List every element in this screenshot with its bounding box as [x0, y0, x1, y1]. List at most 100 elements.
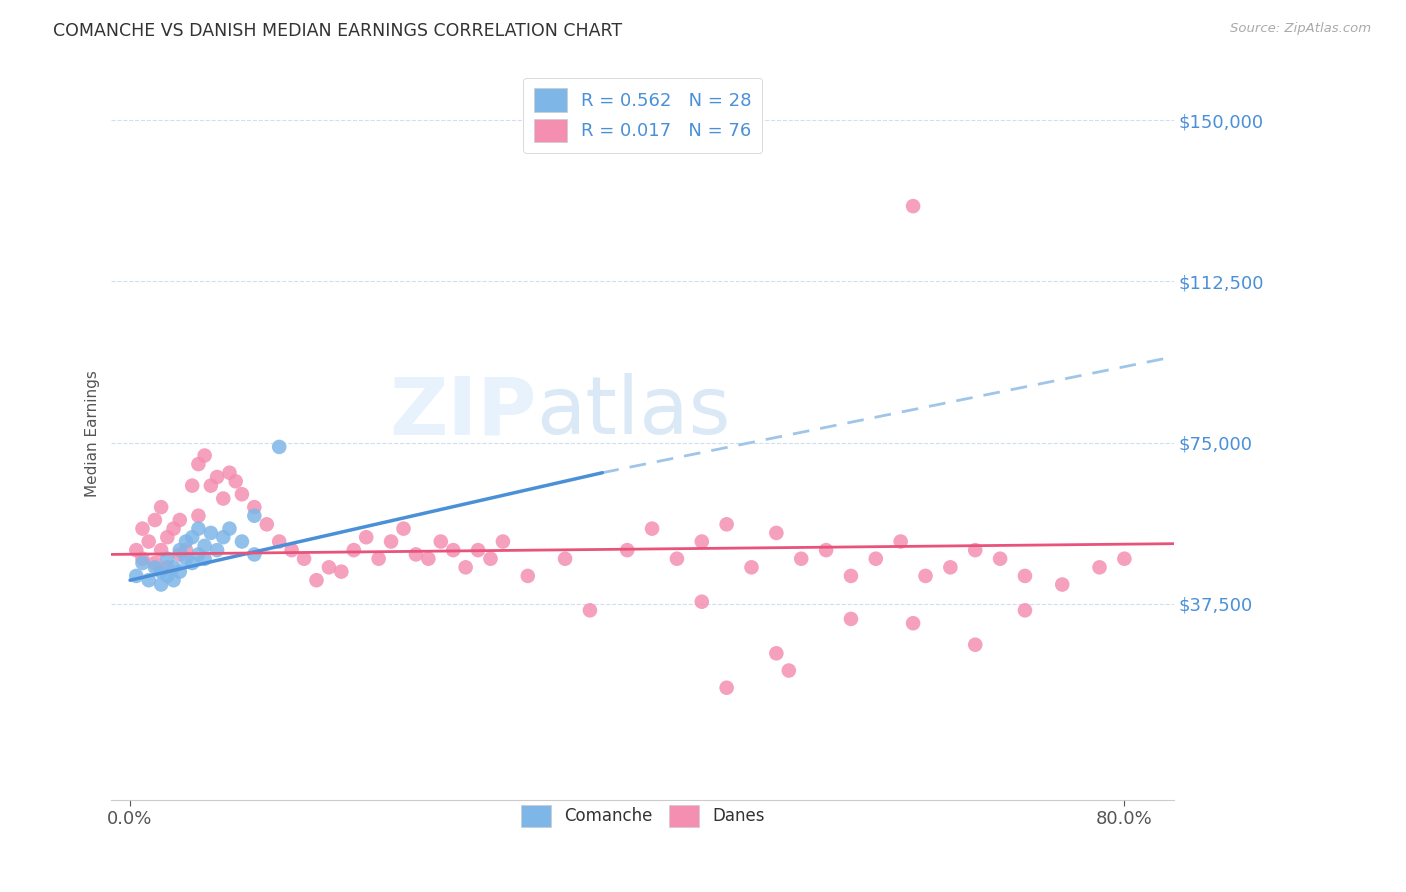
Point: [138, 573, 160, 587]
Point: [194, 449, 217, 463]
Legend: Comanche, Danes: Comanche, Danes: [512, 797, 773, 835]
Point: [778, 664, 800, 678]
Point: [150, 577, 173, 591]
Point: [156, 530, 179, 544]
Point: [131, 556, 153, 570]
Point: [939, 560, 962, 574]
Text: ZIP: ZIP: [389, 373, 537, 451]
Point: [125, 569, 148, 583]
Point: [169, 513, 191, 527]
Point: [716, 517, 738, 532]
Point: [174, 534, 197, 549]
Point: [131, 551, 153, 566]
Point: [162, 560, 184, 574]
Point: [169, 543, 191, 558]
Point: [890, 534, 912, 549]
Point: [212, 491, 235, 506]
Point: [143, 556, 166, 570]
Point: [174, 543, 197, 558]
Point: [150, 500, 173, 515]
Point: [418, 551, 440, 566]
Point: [965, 638, 987, 652]
Point: [231, 487, 253, 501]
Point: [150, 565, 173, 579]
Point: [292, 551, 315, 566]
Point: [492, 534, 515, 549]
Point: [138, 534, 160, 549]
Point: [354, 530, 377, 544]
Point: [143, 513, 166, 527]
Point: [200, 525, 222, 540]
Point: [243, 548, 266, 562]
Point: [790, 551, 813, 566]
Point: [200, 478, 222, 492]
Point: [665, 551, 688, 566]
Point: [194, 551, 217, 566]
Point: [914, 569, 936, 583]
Point: [765, 646, 787, 660]
Point: [815, 543, 838, 558]
Point: [901, 616, 924, 631]
Point: [156, 560, 179, 574]
Point: [181, 478, 204, 492]
Point: [1052, 577, 1074, 591]
Point: [430, 534, 453, 549]
Point: [162, 522, 184, 536]
Point: [839, 612, 862, 626]
Point: [579, 603, 602, 617]
Point: [865, 551, 887, 566]
Point: [741, 560, 763, 574]
Point: [988, 551, 1011, 566]
Point: [839, 569, 862, 583]
Point: [716, 681, 738, 695]
Point: [343, 543, 366, 558]
Point: [187, 548, 209, 562]
Point: [205, 470, 228, 484]
Point: [156, 551, 179, 566]
Point: [169, 565, 191, 579]
Point: [243, 500, 266, 515]
Point: [143, 560, 166, 574]
Point: [156, 569, 179, 583]
Point: [1014, 569, 1036, 583]
Point: [690, 534, 713, 549]
Point: [150, 543, 173, 558]
Text: COMANCHE VS DANISH MEDIAN EARNINGS CORRELATION CHART: COMANCHE VS DANISH MEDIAN EARNINGS CORRE…: [53, 22, 623, 40]
Point: [162, 573, 184, 587]
Point: [616, 543, 638, 558]
Text: atlas: atlas: [537, 373, 731, 451]
Point: [901, 199, 924, 213]
Point: [218, 466, 240, 480]
Point: [330, 565, 353, 579]
Text: Source: ZipAtlas.com: Source: ZipAtlas.com: [1230, 22, 1371, 36]
Point: [174, 551, 197, 566]
Point: [205, 543, 228, 558]
Point: [479, 551, 502, 566]
Point: [965, 543, 987, 558]
Point: [187, 508, 209, 523]
Point: [380, 534, 402, 549]
Point: [690, 595, 713, 609]
Point: [318, 560, 340, 574]
Point: [187, 457, 209, 471]
Point: [1014, 603, 1036, 617]
Point: [405, 548, 427, 562]
Point: [169, 548, 191, 562]
Point: [243, 508, 266, 523]
Point: [269, 534, 291, 549]
Point: [125, 543, 148, 558]
Point: [181, 556, 204, 570]
Point: [1114, 551, 1136, 566]
Y-axis label: Median Earnings: Median Earnings: [86, 370, 100, 498]
Point: [641, 522, 664, 536]
Point: [181, 530, 204, 544]
Point: [392, 522, 415, 536]
Point: [280, 543, 302, 558]
Point: [131, 522, 153, 536]
Point: [256, 517, 278, 532]
Point: [231, 534, 253, 549]
Point: [516, 569, 538, 583]
Point: [367, 551, 389, 566]
Point: [212, 530, 235, 544]
Point: [187, 522, 209, 536]
